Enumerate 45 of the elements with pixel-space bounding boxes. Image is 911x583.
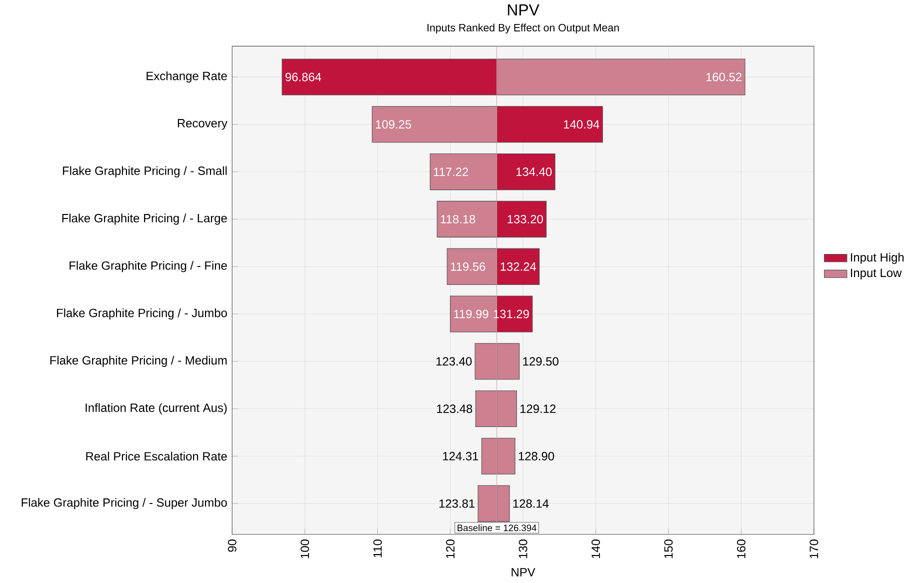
x-tick-label: 160 [736,539,746,558]
y-tick-label: Flake Graphite Pricing / - Fine [70,260,227,272]
data-label: 123.48 [437,404,472,413]
data-label: 123.81 [439,499,475,508]
data-label: 131.29 [494,310,529,318]
y-tick-label: Flake Graphite Pricing / - Medium [50,356,227,367]
data-label: 118.18 [440,214,476,224]
x-tick-label: 100 [300,539,310,558]
data-label: 134.40 [516,167,552,176]
data-label: 96.864 [286,72,322,82]
x-tick-label: 110 [373,539,382,558]
y-tick-label: Inflation Rate (current Aus) [86,403,227,414]
data-label: 160.52 [706,72,742,82]
y-tick-label: Exchange Rate [146,71,227,82]
y-tick-label: Recovery [178,118,228,130]
y-tick-label: Flake Graphite Pricing / - Large [62,214,227,225]
chart-subtitle: Inputs Ranked By Effect on Output Mean [428,24,619,34]
data-label: 128.90 [518,452,554,460]
x-tick-label: 90 [228,539,236,552]
data-label: 119.56 [450,262,486,271]
data-label: 129.12 [520,404,556,413]
y-tick-label: Flake Graphite Pricing / - Jumbo [57,308,227,320]
data-label: 128.14 [513,499,549,508]
y-tick-label: Flake Graphite Pricing / - Super Jumbo [22,498,227,510]
x-tick-label: 130 [518,539,528,558]
x-axis-title: NPV [512,568,536,576]
chart-title: NPV [508,4,540,16]
data-label: 140.94 [564,120,600,129]
data-label: 132.24 [500,262,536,271]
data-label: 117.22 [434,168,468,176]
data-label: 119.99 [454,310,488,318]
data-label: 129.50 [523,357,558,366]
legend-label: Input High [850,252,904,264]
data-label: 124.31 [443,452,478,460]
x-tick-label: 140 [592,539,600,558]
data-label: 109.25 [376,120,412,129]
x-tick-label: 170 [810,539,818,558]
x-tick-label: 120 [446,539,455,558]
y-tick-label: Flake Graphite Pricing / - Small [62,166,227,178]
legend-label: Input Low [850,268,902,280]
data-label: 123.40 [436,357,472,366]
data-label: 133.20 [508,214,543,224]
y-tick-label: Real Price Escalation Rate [86,452,227,460]
x-tick-label: 150 [664,539,673,558]
ref-line-label: Baseline = 126.394 [458,524,536,532]
